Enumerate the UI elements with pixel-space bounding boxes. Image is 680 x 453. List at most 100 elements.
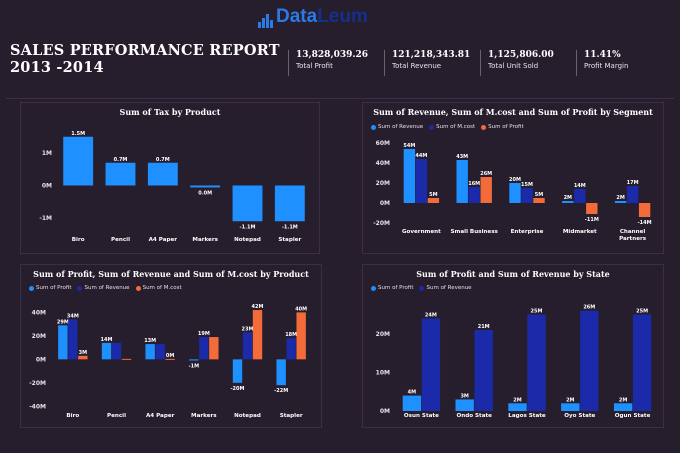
bar[interactable]	[296, 312, 306, 360]
bar[interactable]	[78, 355, 88, 360]
data-label: 3M	[79, 350, 87, 356]
legend-label: Sum of Revenue	[426, 285, 472, 291]
bar[interactable]	[121, 358, 132, 360]
report-title-line2: 2013 -2014	[10, 59, 104, 76]
data-label: -1.1M	[240, 224, 256, 230]
bar[interactable]	[58, 325, 68, 360]
category-label: Ondo State	[456, 413, 492, 419]
bar[interactable]	[242, 332, 253, 360]
bar[interactable]	[63, 136, 94, 186]
kpi-label: Total Revenue	[392, 62, 442, 70]
bar[interactable]	[614, 201, 627, 203]
chart-legend: Sum of Profit Sum of Revenue Sum of M.co…	[29, 285, 182, 291]
bar[interactable]	[480, 177, 492, 203]
data-label: 1.5M	[71, 131, 85, 137]
bar[interactable]	[638, 203, 651, 217]
bar[interactable]	[209, 337, 219, 360]
bar[interactable]	[232, 185, 263, 222]
bar[interactable]	[421, 318, 441, 411]
bar[interactable]	[155, 344, 165, 360]
legend-dot-icon	[371, 285, 376, 291]
data-label: 42M	[252, 304, 264, 310]
bar[interactable]	[626, 186, 639, 203]
bar[interactable]	[286, 338, 296, 360]
bar[interactable]	[586, 203, 598, 214]
bar[interactable]	[189, 359, 199, 361]
bar[interactable]	[165, 358, 175, 360]
legend-dot-icon	[77, 285, 83, 291]
y-tick-label: -20M	[373, 220, 390, 227]
bar[interactable]	[232, 359, 243, 383]
data-label: 2M	[513, 397, 521, 403]
bar[interactable]	[574, 189, 586, 203]
bar[interactable]	[252, 310, 263, 360]
category-label: Biro	[72, 237, 85, 243]
data-label: 2M	[564, 195, 572, 201]
bar[interactable]	[274, 185, 305, 222]
y-tick-label: 20M	[376, 180, 390, 187]
bar[interactable]	[111, 342, 122, 360]
data-label: -14M	[638, 220, 652, 226]
chart-tax-by-product[interactable]: Sum of Tax by Product -1M 0M 1M 1.5M Biro 0.7…	[20, 102, 320, 254]
bar[interactable]	[561, 403, 580, 411]
bar[interactable]	[509, 183, 521, 203]
bar[interactable]	[68, 319, 78, 360]
bar[interactable]	[562, 201, 574, 203]
y-tick-label: 60M	[376, 140, 390, 147]
bar[interactable]	[199, 337, 209, 360]
bar[interactable]	[455, 399, 474, 411]
bar[interactable]	[632, 314, 652, 411]
data-label: 43M	[456, 154, 468, 160]
bar[interactable]	[427, 198, 440, 203]
legend-item: Sum of Revenue	[77, 285, 130, 291]
bar[interactable]	[105, 162, 136, 186]
chart-state-svg: 0M 10M 20M 4M 24M Osun State 3M 21M Ondo State 2M…	[376, 305, 652, 419]
bar[interactable]	[527, 314, 546, 411]
category-label: Government	[402, 229, 441, 235]
chart-by-product[interactable]: Sum of Profit, Sum of Revenue and Sum of…	[20, 264, 322, 428]
chart-by-segment[interactable]: Sum of Revenue, Sum of M.cost and Sum of…	[362, 102, 664, 254]
data-label: 0.7M	[114, 157, 128, 163]
bar[interactable]	[145, 344, 155, 360]
bar[interactable]	[101, 342, 112, 360]
y-tick-label: -40M	[29, 403, 46, 410]
kpi-profit-margin: 11.41% Profit Margin	[576, 50, 672, 76]
chart-legend: Sum of Profit Sum of Revenue	[371, 285, 472, 291]
legend-dot-icon	[135, 285, 141, 291]
bar[interactable]	[276, 359, 286, 386]
bar[interactable]	[474, 330, 493, 411]
data-label: 3M	[460, 393, 468, 399]
bar[interactable]	[190, 185, 221, 188]
legend-dot-icon	[481, 124, 487, 130]
category-label: Stapler	[278, 237, 301, 243]
category-label: Channel Partners	[619, 229, 647, 242]
bar[interactable]	[580, 310, 599, 411]
category-label: Pencil	[111, 237, 130, 243]
legend-label: Sum of Profit	[378, 285, 414, 291]
data-label: 14M	[101, 337, 113, 343]
y-tick-label: 0M	[36, 356, 46, 363]
brand-name-part2: Leum	[317, 6, 368, 27]
data-label: -20M	[230, 386, 244, 392]
bar[interactable]	[508, 403, 527, 411]
bar[interactable]	[403, 149, 416, 203]
legend-dot-icon	[29, 285, 34, 291]
bar[interactable]	[415, 159, 428, 203]
bar[interactable]	[402, 395, 422, 411]
bar[interactable]	[456, 160, 468, 203]
kpi-value: 11.41%	[584, 50, 621, 60]
legend-label: Sum of Profit	[488, 124, 524, 130]
data-label: 24M	[425, 312, 437, 318]
y-tick-label: 0M	[42, 183, 52, 190]
bar[interactable]	[533, 198, 545, 203]
chart-by-state[interactable]: Sum of Profit and Sum of Revenue by Stat…	[362, 264, 664, 428]
header-divider	[6, 98, 674, 99]
bar[interactable]	[521, 188, 533, 203]
data-label: 29M	[57, 319, 69, 325]
legend-label: Sum of M.cost	[142, 285, 182, 291]
data-label: 14M	[574, 183, 586, 189]
bar[interactable]	[468, 187, 480, 203]
bar[interactable]	[613, 403, 633, 411]
bar[interactable]	[147, 162, 178, 186]
